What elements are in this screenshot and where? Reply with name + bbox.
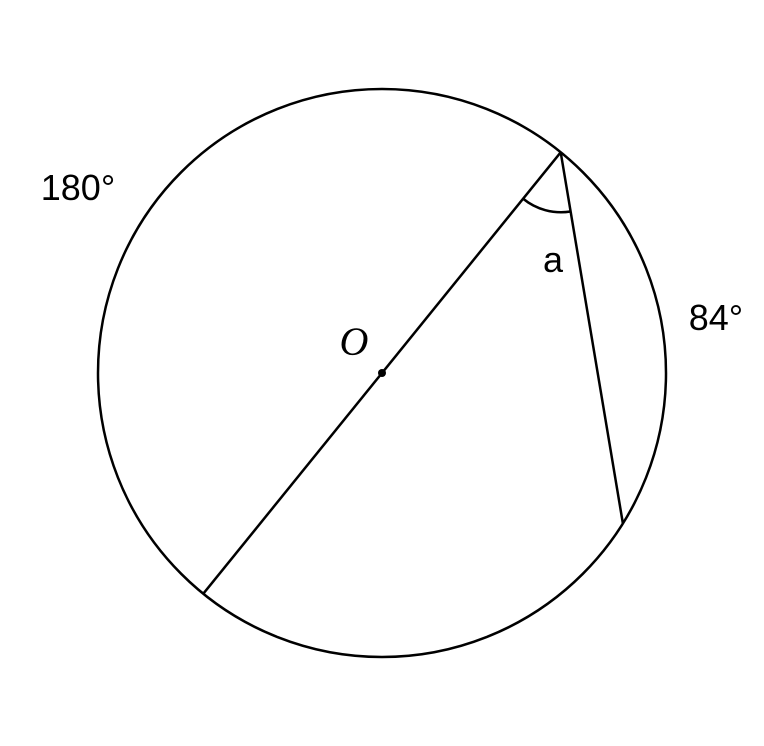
angle-arc xyxy=(523,199,571,213)
geometry-diagram: O a 180° 84° xyxy=(0,0,764,746)
angle-label: a xyxy=(543,239,564,280)
arc-label-180: 180° xyxy=(41,167,115,208)
center-dot xyxy=(378,369,386,377)
center-label: O xyxy=(340,319,369,364)
arc-label-84: 84° xyxy=(689,297,743,338)
